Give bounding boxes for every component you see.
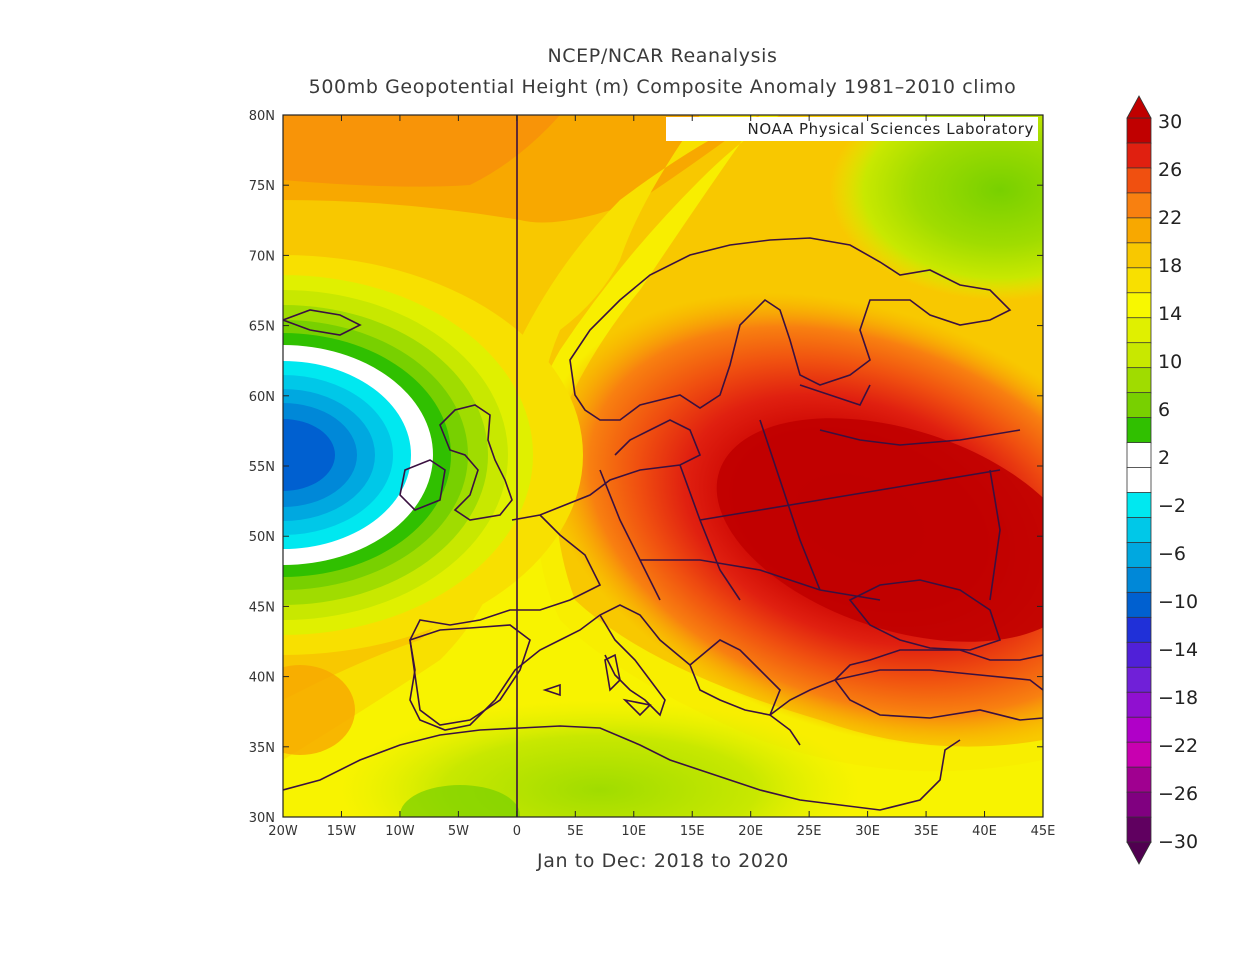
lon-tick-label: 10W	[385, 824, 415, 839]
colorbar-swatch	[1126, 442, 1152, 469]
colorbar-swatch	[1126, 566, 1152, 594]
lon-tick-label: 20E	[738, 824, 763, 839]
colorbar-label: −30	[1158, 831, 1198, 853]
lat-tick-label: 50N	[249, 530, 275, 545]
colorbar-swatch	[1126, 517, 1152, 544]
lon-tick-label: 10E	[621, 824, 646, 839]
lon-tick-label: 15E	[680, 824, 705, 839]
colorbar-label: 26	[1158, 159, 1182, 181]
lon-tick-label: 15W	[327, 824, 357, 839]
colorbar-swatch	[1126, 467, 1152, 494]
colorbar-swatch	[1126, 542, 1152, 569]
colorbar-swatch	[1126, 716, 1152, 744]
colorbar-swatch	[1126, 641, 1152, 669]
colorbar-swatch	[1126, 666, 1152, 694]
colorbar-label: 18	[1158, 255, 1182, 277]
colorbar-swatch	[1126, 791, 1152, 818]
lat-tick-label: 45N	[249, 600, 275, 615]
lat-tick-label: 60N	[249, 390, 275, 405]
lat-tick-label: 65N	[249, 320, 275, 335]
lat-tick-label: 40N	[249, 671, 275, 686]
colorbar-label: 14	[1158, 303, 1182, 325]
period-label: Jan to Dec: 2018 to 2020	[537, 850, 789, 872]
lat-tick-label: 30N	[249, 811, 275, 826]
colorbar-swatch	[1126, 816, 1152, 843]
chart-title: NCEP/NCAR Reanalysis	[547, 45, 778, 67]
lon-tick-label: 5E	[567, 824, 584, 839]
colorbar-label: −26	[1158, 783, 1198, 805]
lon-tick-label: 25E	[797, 824, 822, 839]
lat-tick-label: 55N	[249, 460, 275, 475]
lon-tick-label: 5W	[448, 824, 469, 839]
colorbar-label: −18	[1158, 687, 1198, 709]
lat-tick-label: 35N	[249, 741, 275, 756]
colorbar-swatch	[1126, 492, 1152, 519]
colorbar-label: −6	[1158, 543, 1186, 565]
colorbar-swatch	[1126, 167, 1152, 194]
anomaly-field	[283, 115, 1043, 817]
lon-tick-label: 30E	[855, 824, 880, 839]
colorbar-swatch	[1126, 417, 1152, 444]
lon-tick-label: 20W	[268, 824, 298, 839]
colorbar-swatch	[1126, 342, 1152, 369]
colorbar-min-triangle	[1126, 841, 1152, 865]
colorbar-label: −2	[1158, 495, 1186, 517]
colorbar-label: 6	[1158, 399, 1170, 421]
lat-tick-label: 75N	[249, 179, 275, 194]
lon-tick-label: 40E	[972, 824, 997, 839]
colorbar-swatch	[1126, 367, 1152, 394]
colorbar-swatch	[1126, 117, 1152, 144]
colorbar-swatch	[1126, 242, 1152, 269]
colorbar-label: −22	[1158, 735, 1198, 757]
colorbar-swatch	[1126, 192, 1152, 219]
lat-axis: 80N 75N 70N 65N 60N 55N 50N 45N 40N 35N 30N	[249, 109, 1043, 826]
colorbar-label: 10	[1158, 351, 1182, 373]
colorbar-swatch	[1126, 392, 1152, 419]
coastlines	[283, 237, 1043, 811]
lat-tick-label: 70N	[249, 249, 275, 264]
lon-axis: 20W 15W 10W 5W 0 5E 10E 15E 20E 25E 30E 35E 40E 45E	[268, 115, 1055, 839]
colorbar-swatch	[1126, 766, 1152, 793]
colorbar-swatch	[1126, 591, 1152, 619]
colorbar-swatch	[1126, 741, 1152, 769]
colorbar-label: −10	[1158, 591, 1198, 613]
colorbar-label: 22	[1158, 207, 1182, 229]
colorbar-label: 30	[1158, 111, 1182, 133]
colorbar-label: 2	[1158, 447, 1170, 469]
colorbar-max-triangle	[1126, 95, 1152, 119]
credit-text: NOAA Physical Sciences Laboratory	[748, 120, 1035, 138]
colorbar-swatch	[1126, 267, 1152, 294]
colorbar-label: −14	[1158, 639, 1198, 661]
colorbar-swatch	[1126, 317, 1152, 344]
lon-tick-label: 45E	[1031, 824, 1056, 839]
colorbar-swatch	[1126, 142, 1152, 169]
lon-tick-label: 35E	[914, 824, 939, 839]
credit-box: NOAA Physical Sciences Laboratory	[666, 117, 1038, 141]
chart-subtitle: 500mb Geopotential Height (m) Composite …	[308, 76, 1017, 98]
lat-tick-label: 80N	[249, 109, 275, 124]
colorbar-swatch	[1126, 691, 1152, 719]
colorbar-swatch	[1126, 217, 1152, 244]
colorbar-swatch	[1126, 616, 1152, 644]
colorbar: 30 26 22 18 14 10 6 2 −2 −6 −10 −14 −18 −22 −26 −30	[1126, 95, 1198, 865]
lon-tick-label: 0	[513, 824, 521, 839]
colorbar-swatch	[1126, 292, 1152, 319]
